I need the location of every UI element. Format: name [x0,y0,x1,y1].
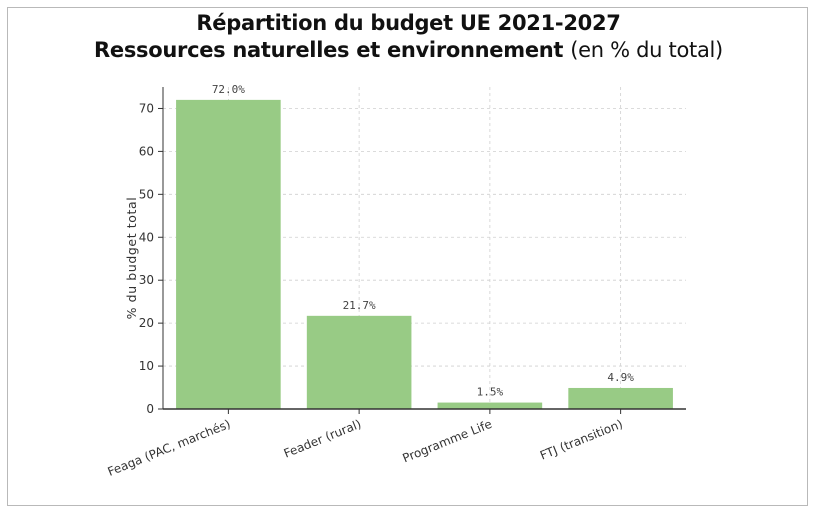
chart-title-block: Répartition du budget UE 2021-2027 Resso… [0,10,817,64]
x-tick-label-1: Feader (rural) [282,417,364,461]
y-tick-label-0: 0 [146,402,154,416]
y-tick-label-40: 40 [139,230,154,244]
y-tick-label-10: 10 [139,359,154,373]
bar-2 [437,402,543,409]
bar-1 [306,315,412,409]
x-tick-label-3: FTJ (transition) [538,417,625,463]
bars [176,99,673,409]
data-label-1: 21.7% [343,299,376,312]
x-tick-label-0: Feaga (PAC, marchés) [106,417,233,479]
y-tick-label-30: 30 [139,273,154,287]
data-label-0: 72.0% [212,83,245,96]
data-label-2: 1.5% [477,386,504,399]
y-tick-label-20: 20 [139,316,154,330]
bar-3 [568,387,673,409]
chart-title: Répartition du budget UE 2021-2027 [196,11,621,35]
y-tick-label-50: 50 [139,187,154,201]
y-tick-label-70: 70 [139,101,154,115]
axes [158,87,686,414]
chart-subtitle-line: Ressources naturelles et environnement (… [0,37,817,64]
x-tick-label-2: Programme Life [401,417,494,466]
bar-0 [176,99,281,409]
y-axis-label: % du budget total [124,197,139,320]
x-category-labels: Feaga (PAC, marchés) Feader (rural) Progra… [106,417,625,479]
chart-frame [7,7,808,506]
y-tick-label-60: 60 [139,144,154,158]
data-labels: 72.0% 21.7% 1.5% 4.9% [212,83,634,399]
y-tick-labels: 0 10 20 30 40 50 60 70 [139,101,154,416]
chart-subtitle: Ressources naturelles et environnement [94,38,564,62]
data-label-3: 4.9% [607,371,634,384]
chart-subtitle-unit: (en % du total) [570,38,723,62]
